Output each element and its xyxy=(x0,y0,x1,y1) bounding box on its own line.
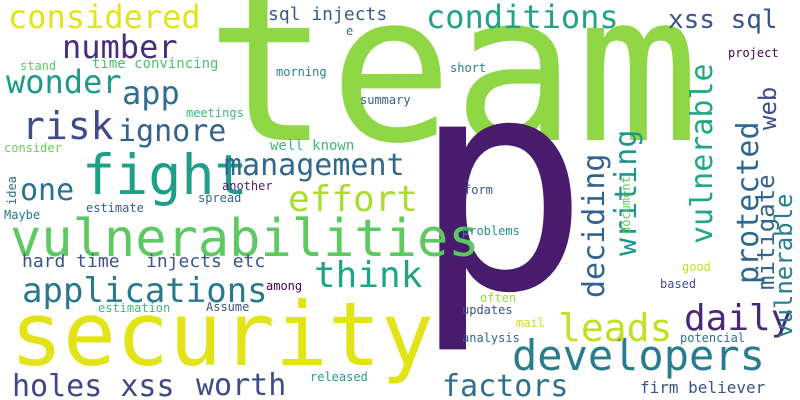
word-e: e xyxy=(346,24,353,38)
word-released: released xyxy=(310,370,368,384)
word-vulnerable: vulnerable xyxy=(685,63,720,244)
word-web: web xyxy=(754,87,782,130)
word-daily: daily xyxy=(684,298,792,339)
word-analysis: analysis xyxy=(462,331,520,345)
word-meetings: meetings xyxy=(186,106,244,120)
word-form: form xyxy=(464,183,493,197)
word-applications: applications xyxy=(22,271,268,311)
word-potencial: potencial xyxy=(680,331,745,345)
word-deciding: deciding xyxy=(577,154,612,299)
word-spread: spread xyxy=(198,191,241,205)
word-sql-injects: sql injects xyxy=(268,4,387,25)
word-stand: stand xyxy=(20,59,56,73)
word-risk: risk xyxy=(22,104,114,148)
word-updates: updates xyxy=(462,303,513,317)
word-writing: writing xyxy=(609,130,644,256)
word-think: think xyxy=(314,255,423,296)
word-document: document xyxy=(619,176,633,234)
word-consider: consider xyxy=(4,141,62,155)
word-holes-xss: holes xss xyxy=(12,369,175,400)
word-ignore: ignore xyxy=(118,114,226,149)
word-xss-sql: xss sql xyxy=(668,5,778,35)
word-p: p xyxy=(412,14,590,358)
word-injects-etc: injects etc xyxy=(146,251,265,272)
word-vulnerable: vulnerable xyxy=(770,194,798,339)
word-worth: worth xyxy=(196,368,286,400)
word-morning: morning xyxy=(276,65,327,79)
word-developers: developers xyxy=(512,331,765,380)
word-considered: considered xyxy=(8,0,201,36)
word-app: app xyxy=(122,74,180,112)
word-short: short xyxy=(450,61,486,75)
word-assume: Assume xyxy=(206,300,249,314)
word-mitigate: mitigate xyxy=(752,174,780,290)
word-often: often xyxy=(480,291,516,305)
word-conditions: conditions xyxy=(426,0,619,36)
word-fight: fight xyxy=(82,143,248,207)
word-security: security xyxy=(10,283,434,386)
word-maybe: Maybe xyxy=(4,208,40,222)
word-among: among xyxy=(266,279,302,293)
word-problems: problems xyxy=(462,224,520,238)
word-number: number xyxy=(62,28,178,66)
word-time-convincing: time convincing xyxy=(92,56,218,72)
word-management: management xyxy=(224,148,405,183)
word-hard-time: hard time xyxy=(22,251,120,272)
word-based: based xyxy=(660,277,696,291)
word-estimate: estimate xyxy=(86,201,144,215)
word-protected: protected xyxy=(731,121,766,284)
word-project: project xyxy=(728,46,779,60)
word-good: good xyxy=(682,260,711,274)
word-team: team xyxy=(206,0,700,189)
word-factors: factors xyxy=(442,369,568,400)
word-estimation: estimation xyxy=(98,301,170,315)
word-effort: effort xyxy=(288,179,418,220)
word-another: another xyxy=(222,179,273,193)
word-firm-believer: firm believer xyxy=(640,378,766,397)
word-idea: idea xyxy=(5,176,19,205)
word-leads: leads xyxy=(558,306,672,350)
word-well-known: well known xyxy=(270,138,354,154)
word-wonder: wonder xyxy=(6,63,122,101)
word-mail: mail xyxy=(516,316,545,330)
word-summary: summary xyxy=(360,93,411,107)
word-vulnerabilities: vulnerabilities xyxy=(10,209,480,269)
word-one: one xyxy=(20,173,74,208)
